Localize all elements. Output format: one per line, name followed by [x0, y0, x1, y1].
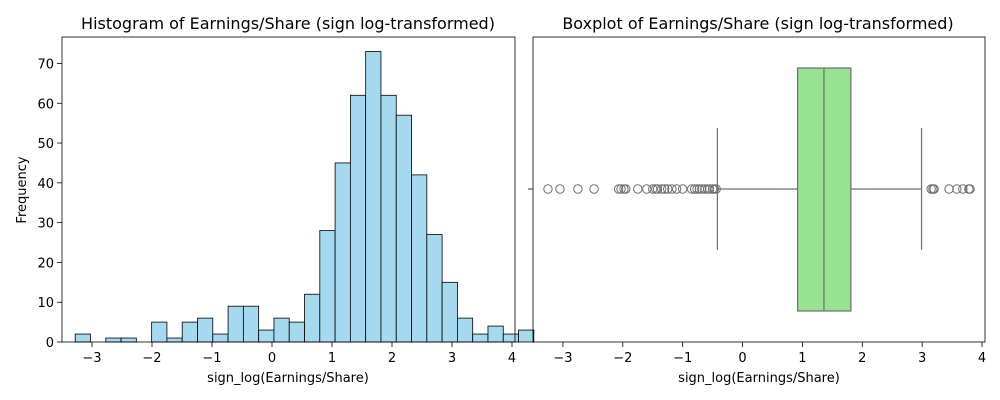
x-tick-label: −2	[142, 351, 161, 366]
outlier-point	[652, 184, 663, 194]
outlier-point	[555, 184, 565, 194]
histogram-bar	[426, 234, 443, 343]
histogram-y-ticks: 0 10 20 30 40 50 60 70	[37, 57, 62, 351]
outlier-point	[642, 184, 652, 194]
x-tick-label: 2	[858, 351, 866, 366]
histogram-bar	[349, 94, 367, 343]
x-tick-label: −1	[202, 351, 221, 366]
boxplot-x-label: sign_log(Earnings/Share)	[678, 371, 840, 386]
histogram-x-label: sign_log(Earnings/Share)	[207, 371, 369, 386]
outlier-point	[692, 184, 702, 194]
outlier-point	[667, 184, 677, 194]
x-tick-label: 1	[798, 351, 806, 366]
outlier-point	[958, 184, 968, 194]
boxplot-panel: Boxplot of Earnings/Share (sign log-tran…	[528, 14, 986, 386]
histogram-panel: Histogram of Earnings/Share (sign log-tr…	[15, 14, 535, 386]
histogram-bar	[197, 317, 214, 343]
histogram-bar	[105, 337, 122, 343]
outlier-point	[686, 184, 697, 194]
histogram-x-ticks: −3 −2 −1 0 1 2 3 4	[82, 342, 516, 366]
y-tick-label: 20	[37, 256, 54, 271]
y-tick-label: 30	[37, 217, 54, 232]
x-tick-label: −2	[613, 351, 632, 366]
outlier-point	[633, 184, 643, 194]
outlier-point	[671, 184, 682, 194]
x-tick-label: 3	[448, 351, 456, 366]
outlier-point	[616, 184, 626, 194]
y-tick-label: 70	[37, 57, 54, 72]
x-tick-label: 3	[918, 351, 926, 366]
histogram-y-label: Frequency	[15, 156, 30, 223]
histogram-bar	[502, 333, 519, 343]
x-tick-label: 4	[508, 351, 516, 366]
outlier-point	[613, 184, 624, 194]
histogram-bar	[395, 114, 412, 343]
outlier-point	[952, 184, 962, 194]
outlier-point	[589, 184, 599, 194]
histogram-bar	[212, 333, 229, 343]
histogram-title: Histogram of Earnings/Share (sign log-tr…	[81, 14, 495, 33]
histogram-frame	[61, 36, 516, 343]
x-tick-label: 1	[328, 351, 336, 366]
outlier-point	[663, 184, 673, 194]
histogram-bar	[288, 321, 305, 343]
boxplot-frame	[532, 36, 986, 343]
boxplot-title: Boxplot of Earnings/Share (sign log-tran…	[562, 14, 953, 33]
histogram-bar	[319, 230, 336, 343]
histogram-bar	[411, 174, 428, 343]
histogram-bar	[472, 333, 489, 343]
outlier-point	[944, 184, 954, 194]
outlier-point	[711, 184, 721, 194]
x-tick-label: −1	[673, 351, 692, 366]
histogram-bar	[227, 305, 244, 343]
outlier-point	[660, 184, 670, 194]
y-tick-label: 10	[37, 296, 54, 311]
outlier-point	[573, 184, 583, 194]
x-tick-label: 4	[978, 351, 986, 366]
histogram-bar	[304, 293, 321, 343]
histogram-bar	[487, 325, 504, 343]
histogram-bar	[258, 329, 275, 343]
outlier-point	[965, 184, 975, 194]
histogram-bars	[74, 51, 535, 343]
y-tick-label: 50	[37, 137, 54, 152]
histogram-bar	[74, 333, 91, 343]
outlier-point	[689, 184, 700, 194]
outlier-point	[700, 184, 710, 194]
histogram-bar	[334, 162, 351, 343]
histogram-bar	[120, 337, 137, 343]
histogram-bar	[151, 321, 168, 343]
histogram-bar	[181, 321, 198, 343]
x-tick-label: −3	[82, 351, 101, 366]
outlier-point	[543, 184, 553, 194]
y-tick-label: 60	[37, 97, 54, 112]
x-tick-label: 0	[268, 351, 276, 366]
histogram-bar	[365, 51, 382, 343]
outlier-point	[648, 184, 658, 194]
histogram-bar	[273, 317, 290, 343]
y-tick-label: 0	[46, 336, 54, 351]
histogram-bar	[441, 281, 458, 343]
outlier-point	[621, 184, 631, 194]
boxplot-x-ticks: −3 −2 −1 0 1 2 3 4	[553, 342, 986, 366]
x-tick-label: 0	[738, 351, 746, 366]
histogram-bar	[380, 94, 397, 343]
histogram-bar	[166, 337, 183, 343]
outlier-point	[704, 184, 715, 194]
histogram-bar	[456, 317, 474, 343]
outlier-point	[929, 184, 939, 194]
boxplot-body	[543, 67, 975, 312]
outlier-point	[677, 184, 688, 194]
histogram-bar	[242, 305, 260, 343]
outlier-point	[697, 184, 707, 194]
outlier-point	[657, 184, 667, 194]
x-tick-label: 2	[388, 351, 396, 366]
y-tick-label: 40	[37, 177, 54, 192]
histogram-bar	[518, 329, 535, 343]
x-tick-label: −3	[553, 351, 572, 366]
